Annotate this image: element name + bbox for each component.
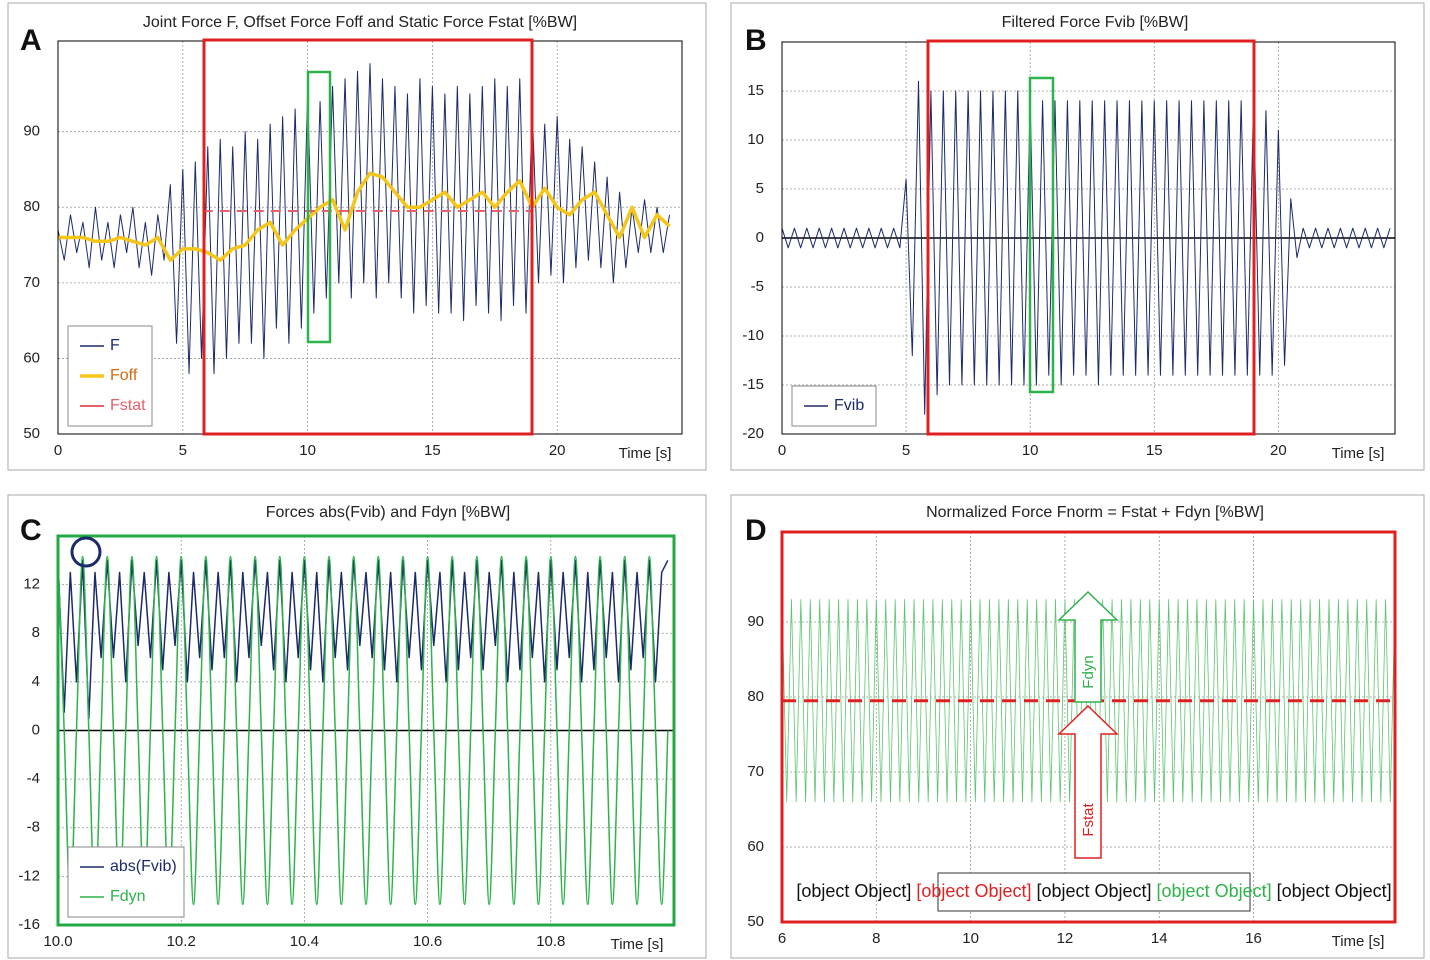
- y-tick-label: 90: [747, 613, 764, 630]
- circle-marker: [70, 536, 102, 568]
- x-tick-label: 14: [1151, 930, 1168, 947]
- x-tick-label: 10: [1022, 442, 1039, 459]
- green-window: [306, 70, 332, 344]
- formula-part: [object Object]: [796, 881, 911, 901]
- red-window: [926, 39, 1256, 436]
- panel-frame: [730, 2, 1425, 471]
- legend-label: F: [110, 337, 120, 354]
- chart-title: Normalized Force Fnorm = Fstat + Fdyn [%…: [926, 504, 1264, 521]
- x-tick-label: 0: [54, 442, 62, 459]
- chart-title: Joint Force F, Offset Force Foff and Sta…: [143, 14, 577, 31]
- x-axis-label: Time [s]: [611, 936, 664, 953]
- red-window: [202, 38, 534, 436]
- legend-label: Foff: [110, 367, 138, 384]
- y-tick-label: 12: [23, 576, 40, 593]
- panel-frame: [730, 494, 1425, 959]
- x-tick-label: 10.8: [536, 933, 565, 950]
- panel-letter: D: [745, 514, 767, 547]
- x-tick-label: 0: [778, 442, 786, 459]
- series-line: [58, 171, 671, 262]
- legend-box: [67, 846, 185, 918]
- y-tick-label: -8: [27, 819, 40, 836]
- y-tick-label: 80: [23, 198, 40, 215]
- x-axis-label: Time [s]: [1332, 933, 1385, 950]
- formula-part: [object Object]: [1277, 881, 1392, 901]
- legend-label: abs(Fvib): [110, 858, 177, 875]
- arrow-fstat: [1057, 704, 1119, 859]
- y-tick-label: -12: [18, 867, 40, 884]
- formula-part: [object Object]: [1036, 881, 1151, 901]
- x-axis-label: Time [s]: [1332, 445, 1385, 462]
- arrow-label: Fdyn: [1080, 655, 1097, 688]
- panel-letter: C: [20, 514, 42, 547]
- y-tick-label: 0: [32, 721, 40, 738]
- y-tick-label: 70: [747, 763, 764, 780]
- y-tick-label: 60: [747, 838, 764, 855]
- plots: A Joint Force F, Offset Force Foff and St…: [18, 14, 1397, 953]
- x-tick-label: 15: [424, 442, 441, 459]
- legend-label: Fstat: [110, 397, 146, 414]
- formula-part: [object Object]: [1157, 881, 1272, 901]
- y-tick-label: 10: [747, 131, 764, 148]
- arrow-fdyn: [1057, 590, 1119, 703]
- y-tick-label: -15: [742, 376, 764, 393]
- x-tick-label: 10: [299, 442, 316, 459]
- x-tick-label: 10.2: [167, 933, 196, 950]
- y-tick-label: 0: [756, 229, 764, 246]
- x-tick-label: 8: [872, 930, 880, 947]
- x-tick-label: 5: [179, 442, 187, 459]
- x-tick-label: 16: [1245, 930, 1262, 947]
- y-tick-label: 50: [747, 913, 764, 930]
- x-tick-label: 5: [902, 442, 910, 459]
- x-tick-label: 15: [1146, 442, 1163, 459]
- y-tick-label: -4: [27, 770, 40, 787]
- x-tick-label: 10.0: [43, 933, 72, 950]
- legend-label: Fdyn: [110, 888, 146, 905]
- panel-letter: B: [745, 24, 767, 57]
- y-tick-label: -20: [742, 425, 764, 442]
- x-tick-label: 10.4: [290, 933, 319, 950]
- y-tick-label: 5: [756, 180, 764, 197]
- y-tick-label: 90: [23, 123, 40, 140]
- x-tick-label: 20: [1270, 442, 1287, 459]
- y-tick-label: 15: [747, 82, 764, 99]
- x-axis-label: Time [s]: [619, 445, 672, 462]
- y-tick-label: 80: [747, 688, 764, 705]
- y-tick-label: 60: [23, 349, 40, 366]
- chart-title: Filtered Force Fvib [%BW]: [1002, 14, 1189, 31]
- x-tick-label: 10.6: [413, 933, 442, 950]
- plot-frame: [56, 534, 676, 927]
- x-tick-label: 20: [549, 442, 566, 459]
- panel-letter: A: [20, 24, 42, 57]
- panel-frame: [7, 494, 707, 959]
- x-tick-label: 6: [778, 930, 786, 947]
- series-line: [781, 80, 1391, 415]
- arrow-label: Fstat: [1080, 802, 1097, 836]
- y-tick-label: 8: [32, 624, 40, 641]
- chart-title: Forces abs(Fvib) and Fdyn [%BW]: [266, 504, 511, 521]
- y-tick-label: 4: [32, 673, 40, 690]
- green-window: [1028, 76, 1055, 394]
- formula-box: [937, 872, 1251, 912]
- panel-frame: [7, 2, 707, 471]
- x-tick-label: 12: [1057, 930, 1074, 947]
- y-tick-label: -5: [751, 278, 764, 295]
- y-tick-label: -10: [742, 327, 764, 344]
- formula: [object Object] [object Object] [object Ob…: [796, 881, 1391, 901]
- x-tick-label: 10: [962, 930, 979, 947]
- y-tick-label: 50: [23, 425, 40, 442]
- y-tick-label: 70: [23, 274, 40, 291]
- plot-frame: [780, 530, 1397, 924]
- legend-label: Fvib: [834, 397, 864, 414]
- plot-area: [58, 41, 682, 434]
- formula-part: [object Object]: [916, 881, 1031, 901]
- annotations: Fdyn Fstat [object Object] [object Object…: [70, 38, 1392, 912]
- series-line: [57, 555, 669, 906]
- series-line: [57, 63, 671, 375]
- y-tick-label: -16: [18, 916, 40, 933]
